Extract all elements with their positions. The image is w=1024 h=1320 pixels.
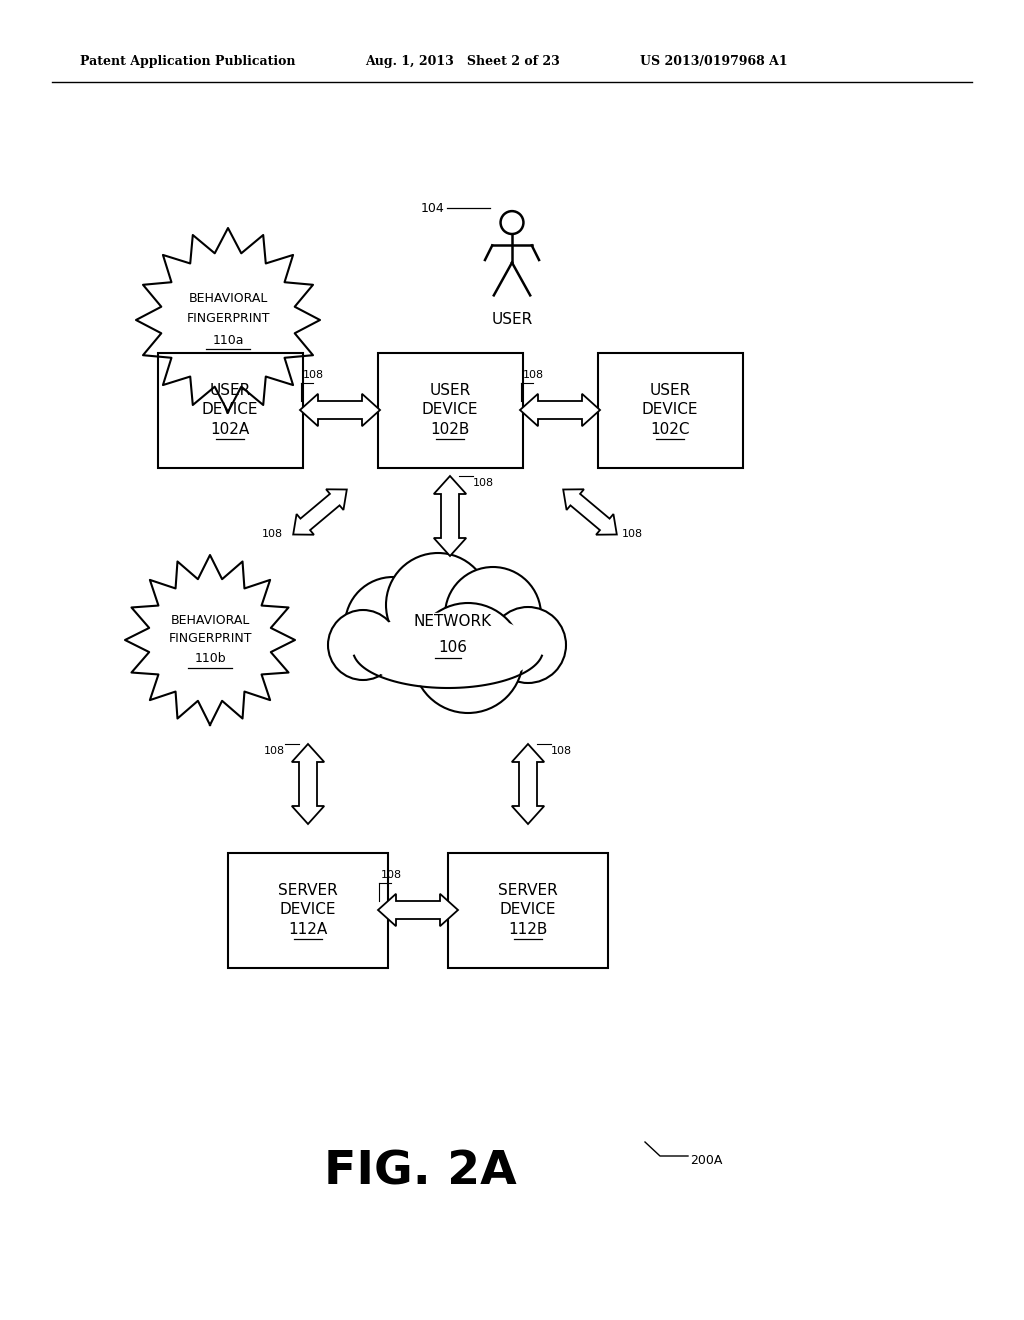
Circle shape [386, 553, 490, 657]
Text: 108: 108 [264, 746, 285, 756]
Text: 108: 108 [523, 370, 544, 380]
Text: 108: 108 [262, 529, 284, 540]
Text: 108: 108 [381, 870, 402, 880]
Polygon shape [378, 894, 458, 927]
Text: DEVICE: DEVICE [500, 903, 556, 917]
Text: 104: 104 [420, 202, 444, 214]
Circle shape [413, 603, 523, 713]
Text: 102A: 102A [210, 422, 250, 437]
Text: Aug. 1, 2013   Sheet 2 of 23: Aug. 1, 2013 Sheet 2 of 23 [365, 55, 560, 69]
Bar [378, 352, 522, 467]
Text: DEVICE: DEVICE [280, 903, 336, 917]
Polygon shape [520, 393, 600, 426]
Circle shape [490, 607, 566, 682]
Bar [228, 853, 388, 968]
Bar [597, 352, 742, 467]
Polygon shape [292, 744, 325, 824]
Polygon shape [563, 490, 616, 535]
Text: 110a: 110a [212, 334, 244, 346]
Text: DEVICE: DEVICE [642, 403, 698, 417]
Text: USER: USER [492, 312, 532, 327]
Text: SERVER: SERVER [279, 883, 338, 898]
Text: 108: 108 [473, 478, 495, 488]
Text: SERVER: SERVER [498, 883, 558, 898]
Text: 112A: 112A [289, 923, 328, 937]
Bar [158, 352, 302, 467]
Text: BEHAVIORAL: BEHAVIORAL [188, 292, 267, 305]
Text: US 2013/0197968 A1: US 2013/0197968 A1 [640, 55, 787, 69]
Text: 108: 108 [551, 746, 572, 756]
Text: 108: 108 [303, 370, 325, 380]
Polygon shape [300, 393, 380, 426]
Text: 106: 106 [438, 640, 468, 656]
Polygon shape [136, 228, 319, 412]
Text: 108: 108 [622, 529, 643, 540]
Text: DEVICE: DEVICE [422, 403, 478, 417]
Text: 110b: 110b [195, 652, 226, 665]
Text: 102B: 102B [430, 422, 470, 437]
Ellipse shape [353, 595, 543, 696]
Text: USER: USER [649, 383, 690, 397]
Text: 200A: 200A [690, 1154, 722, 1167]
Polygon shape [125, 554, 295, 725]
Text: 102C: 102C [650, 422, 690, 437]
Text: FIG. 2A: FIG. 2A [324, 1150, 516, 1195]
Polygon shape [293, 490, 347, 535]
Ellipse shape [360, 612, 536, 688]
Circle shape [445, 568, 541, 663]
Text: DEVICE: DEVICE [202, 403, 258, 417]
Text: 112B: 112B [508, 923, 548, 937]
Text: BEHAVIORAL: BEHAVIORAL [170, 614, 250, 627]
Polygon shape [512, 744, 544, 824]
Bar [449, 853, 608, 968]
Text: Patent Application Publication: Patent Application Publication [80, 55, 296, 69]
Circle shape [345, 577, 441, 673]
Polygon shape [434, 477, 466, 556]
Text: FINGERPRINT: FINGERPRINT [186, 312, 269, 325]
Text: NETWORK: NETWORK [414, 615, 493, 630]
Text: USER: USER [429, 383, 471, 397]
Text: USER: USER [209, 383, 251, 397]
Circle shape [328, 610, 398, 680]
Text: FINGERPRINT: FINGERPRINT [168, 632, 252, 645]
